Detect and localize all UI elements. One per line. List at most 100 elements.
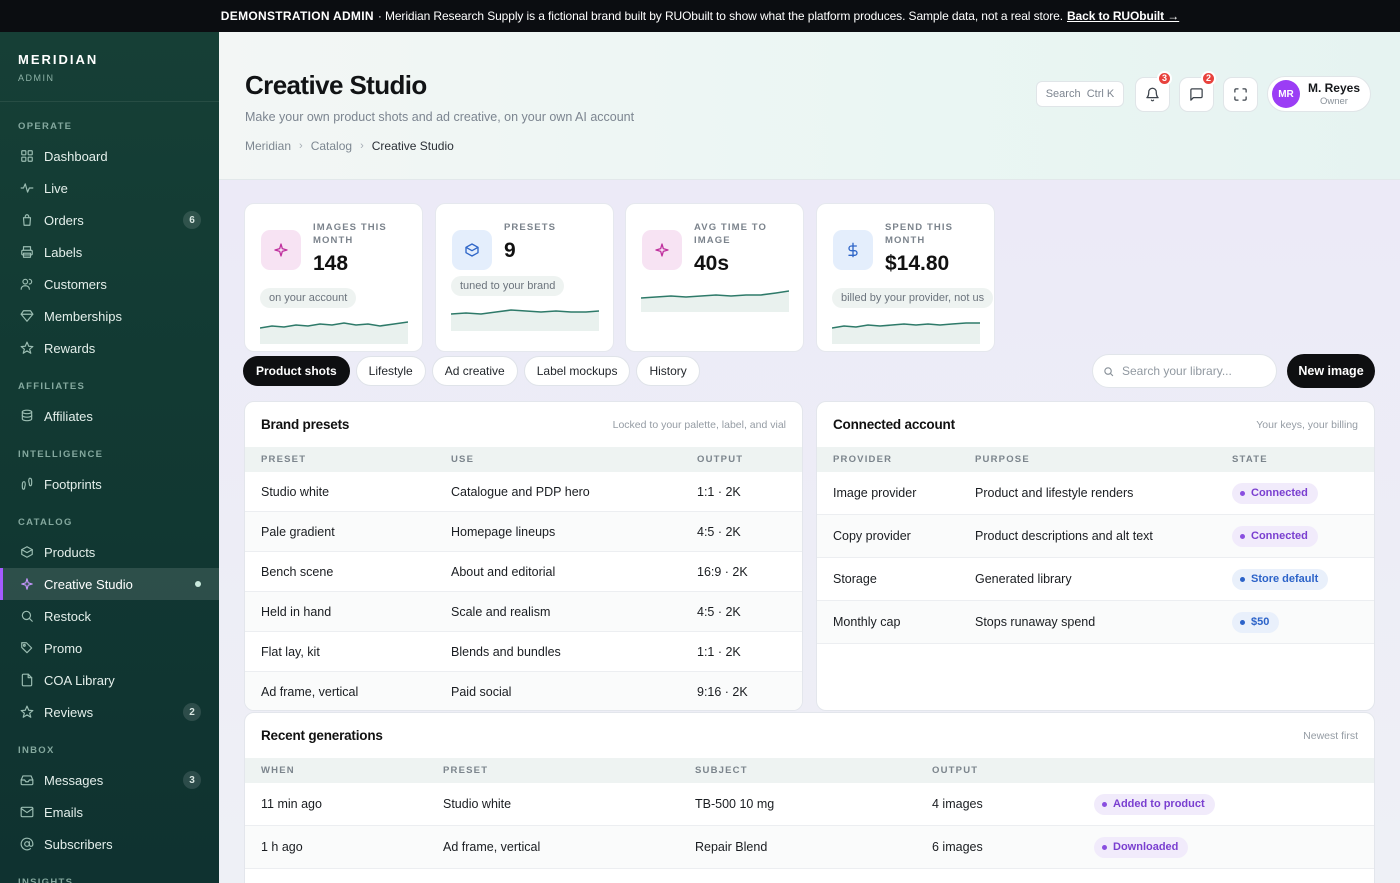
grid-icon: [20, 149, 34, 163]
search-icon: [20, 609, 34, 623]
table-row[interactable]: 11 min ago Studio white TB-500 10 mg 4 imag…: [245, 783, 1374, 826]
status-text: Downloaded: [1113, 841, 1179, 853]
breadcrumb-catalog[interactable]: Catalog: [310, 139, 353, 153]
table-row[interactable]: Studio white Catalogue and PDP hero 1:1 · …: [245, 472, 802, 512]
sparkle-icon: [655, 243, 669, 257]
library-search-placeholder: Search your library...: [1122, 364, 1232, 378]
table-row[interactable]: 1 h ago Ad frame, vertical Repair Blend 6 i…: [245, 826, 1374, 869]
sidebar-item-footprints[interactable]: Footprints: [0, 468, 219, 500]
sidebar-item-labels[interactable]: Labels: [0, 236, 219, 268]
sidebar-item-affiliates[interactable]: Affiliates: [0, 400, 219, 432]
stat-label: IMAGES THIS MONTH: [313, 222, 387, 246]
provider-purpose: Generated library: [975, 572, 1072, 586]
tab-label-mockups[interactable]: Label mockups: [523, 356, 631, 386]
panel-title: Recent generations: [261, 728, 383, 743]
state-cell: Connected: [1216, 525, 1318, 547]
preset-output: 16:9 · 2K: [697, 564, 748, 579]
table-row[interactable]: Image provider Product and lifestyle rend…: [817, 472, 1374, 515]
sidebar: MERIDIAN ADMIN OPERATE Dashboard Live Order…: [0, 32, 219, 883]
sidebar-item-label: Subscribers: [44, 836, 113, 852]
stat-icon-presets: [452, 230, 492, 270]
tag-icon: [20, 641, 34, 655]
sidebar-item-emails[interactable]: Emails: [0, 796, 219, 828]
sidebar-item-restock[interactable]: Restock: [0, 600, 219, 632]
table-row[interactable]: Ad frame, vertical Paid social 9:16 · 2K: [245, 672, 802, 710]
table-row[interactable]: Pale gradient Homepage lineups 4:5 · 2K: [245, 512, 802, 552]
sidebar-item-customers[interactable]: Customers: [0, 268, 219, 300]
sidebar-item-label: Footprints: [44, 476, 102, 492]
sidebar-item-dashboard[interactable]: Dashboard: [0, 140, 219, 172]
avatar: MR: [1271, 80, 1300, 108]
breadcrumb-current: Creative Studio: [371, 139, 454, 153]
tab-lifestyle[interactable]: Lifestyle: [355, 356, 426, 386]
status-dot: [1240, 576, 1245, 582]
stat-note: billed by your provider, not us: [832, 288, 994, 308]
mail-icon: [20, 805, 34, 819]
stat-value: $14.80: [885, 252, 950, 275]
generation-when: 1 h ago: [261, 840, 303, 854]
sidebar-item-orders[interactable]: Orders 6: [0, 204, 219, 236]
sidebar-item-rewards[interactable]: Rewards: [0, 332, 219, 364]
notifications-button[interactable]: 3: [1134, 70, 1172, 112]
sidebar-item-coa-library[interactable]: COA Library: [0, 664, 219, 696]
sidebar-item-reviews[interactable]: Reviews 2: [0, 696, 219, 728]
table-row[interactable]: Monthly cap Stops runaway spend $50: [817, 601, 1374, 644]
table-row[interactable]: Bench scene About and editorial 16:9 · 2K: [245, 552, 802, 592]
page-header: Creative Studio Make your own product sh…: [219, 32, 1400, 180]
panel-title: Connected account: [833, 417, 955, 432]
sidebar-item-promo[interactable]: Promo: [0, 632, 219, 664]
chevron-right-icon: ›: [360, 140, 364, 152]
sidebar-item-creative-studio[interactable]: Creative Studio: [0, 568, 219, 600]
search-shortcut: Ctrl K: [1086, 88, 1115, 100]
main: Creative Studio Make your own product sh…: [219, 32, 1400, 883]
table-row[interactable]: Held in hand Scale and realism 4:5 · 2K: [245, 592, 802, 632]
user-role: Owner: [1319, 96, 1348, 107]
user-menu[interactable]: MR M. Reyes Owner: [1266, 76, 1371, 112]
banner-title: DEMONSTRATION ADMIN: [220, 9, 374, 23]
messages-button[interactable]: 2: [1178, 70, 1216, 112]
provider-name: Storage: [833, 572, 877, 586]
sidebar-nav: OPERATE Dashboard Live Orders 6 Labels Custome…: [0, 116, 219, 883]
preset-name: Studio white: [261, 484, 330, 499]
sidebar-item-memberships[interactable]: Memberships: [0, 300, 219, 332]
back-link[interactable]: Back to RUObuilt →: [1066, 9, 1180, 23]
at-icon: [20, 837, 34, 851]
col-state: STATE: [1232, 454, 1268, 465]
status-text: Store default: [1251, 573, 1319, 585]
table-row[interactable]: Flat lay, kit Blends and bundles 1:1 · 2K: [245, 632, 802, 672]
tab-ad-creative[interactable]: Ad creative: [431, 356, 518, 386]
status-badge: Connected: [1232, 482, 1318, 504]
tab-product-shots[interactable]: Product shots: [243, 356, 350, 386]
table-row[interactable]: Storage Generated library Store default: [817, 558, 1374, 601]
stat-note: on your account: [260, 288, 357, 308]
sidebar-item-label: Emails: [44, 804, 84, 820]
section-label-catalog: CATALOG: [18, 516, 73, 528]
provider-purpose: Product descriptions and alt text: [975, 529, 1153, 543]
sidebar-item-products[interactable]: Products: [0, 536, 219, 568]
status-badge: Store default: [1232, 568, 1329, 590]
tab-history[interactable]: History: [636, 356, 700, 386]
section-label-operate: OPERATE: [18, 120, 73, 132]
sidebar-item-live[interactable]: Live: [0, 172, 219, 204]
breadcrumb-meridian[interactable]: Meridian: [245, 139, 292, 153]
status-cell: Added to product: [1078, 793, 1215, 815]
sparkle-icon: [274, 243, 288, 257]
sidebar-item-messages[interactable]: Messages 3: [0, 764, 219, 796]
pulse-icon: [20, 181, 34, 195]
table-row[interactable]: Copy provider Product descriptions and al…: [817, 515, 1374, 558]
box-icon: [20, 545, 34, 559]
sidebar-item-label: Orders: [44, 212, 84, 228]
global-search[interactable]: Search Ctrl K: [1035, 81, 1124, 107]
fullscreen-button[interactable]: [1222, 76, 1258, 112]
generation-when: 11 min ago: [261, 797, 322, 811]
new-image-button[interactable]: New image: [1287, 354, 1375, 388]
status-dot: [1240, 533, 1245, 539]
col-provider: PROVIDER: [833, 454, 893, 465]
provider-name: Monthly cap: [833, 615, 901, 629]
sparkline: [832, 322, 980, 344]
brand-presets-panel: Brand presets Locked to your palette, la…: [244, 401, 803, 711]
sidebar-item-label: Promo: [44, 640, 83, 656]
library-search[interactable]: Search your library...: [1092, 354, 1277, 388]
sidebar-item-subscribers[interactable]: Subscribers: [0, 828, 219, 860]
bag-icon: [20, 213, 34, 227]
